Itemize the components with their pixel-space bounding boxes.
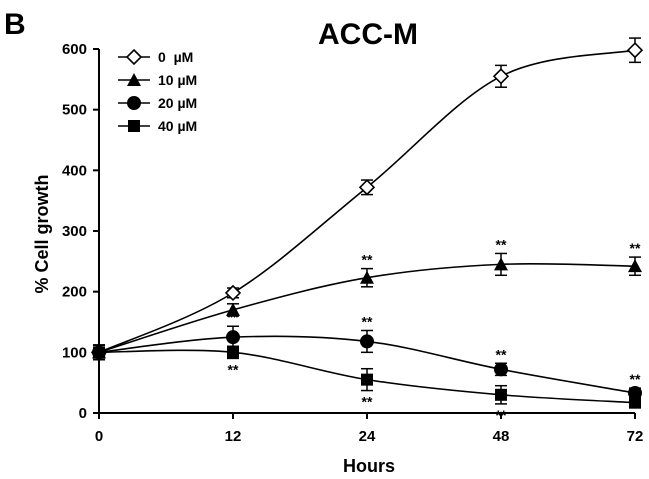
series-3-significance-label: ** <box>630 371 641 387</box>
legend-item-4: 40 µM <box>118 118 197 134</box>
series-4-point <box>361 373 373 386</box>
series-2-significance-label: ** <box>630 240 641 256</box>
legend-marker <box>128 120 140 132</box>
chart-title: ACC-M <box>318 18 418 51</box>
series-1-point <box>626 42 644 59</box>
series-4: ** ** ** <box>93 344 641 423</box>
series-1-point <box>358 179 376 196</box>
x-tick-label: 48 <box>493 428 510 445</box>
series-4-point <box>93 346 105 359</box>
x-tick-label: 0 <box>95 428 103 445</box>
series-3-significance-label: ** <box>362 313 373 329</box>
series-4-point <box>629 396 641 409</box>
x-tick-label: 24 <box>359 428 376 445</box>
series-4-significance-label: ** <box>228 361 239 377</box>
series-1-point <box>492 68 510 85</box>
legend-label: 20 µM <box>158 95 197 111</box>
x-axis-label: Hours <box>343 456 395 476</box>
series-3-point <box>226 330 240 345</box>
legend-marker <box>127 73 141 86</box>
series-2-point <box>360 270 374 284</box>
legend-marker <box>127 96 141 110</box>
series-1-point <box>224 284 242 302</box>
y-tick-label: 600 <box>62 41 87 58</box>
x-tick-label: 72 <box>627 428 644 445</box>
series-2-point <box>494 257 508 271</box>
y-tick-label: 200 <box>62 284 87 301</box>
legend-item-1: 0 µM <box>118 48 193 66</box>
y-tick-label: 400 <box>62 162 87 179</box>
legend: 0 µM 10 µM 20 µM 40 µM <box>118 48 197 134</box>
legend-label: 10 µM <box>158 72 197 88</box>
y-tick-label: 0 <box>79 405 87 422</box>
series-3-point <box>628 385 642 400</box>
panel-label: B <box>4 8 26 41</box>
series-2-point <box>226 302 240 316</box>
series-3-point <box>360 334 374 349</box>
series-4-significance-label: ** <box>362 394 373 410</box>
series-2-point <box>628 259 642 273</box>
y-tick-label: 500 <box>62 102 87 119</box>
series-4-point <box>495 388 507 401</box>
y-tick-label: 300 <box>62 223 87 240</box>
legend-item-2: 10 µM <box>118 72 197 88</box>
series-2-significance-label: ** <box>362 252 373 268</box>
legend-label: 40 µM <box>158 118 197 134</box>
y-axis-label: % Cell growth <box>32 174 52 293</box>
series-4-point <box>227 346 239 359</box>
series-3-significance-label: ** <box>496 346 507 362</box>
series-3-significance-label: ** <box>228 309 239 325</box>
legend-marker <box>125 48 143 66</box>
y-tick-label: 100 <box>62 344 87 361</box>
series-3-point <box>494 362 508 377</box>
x-tick-label: 12 <box>225 428 242 445</box>
series-3: ** ** ** ** <box>92 309 642 400</box>
series-2-significance-label: ** <box>496 236 507 252</box>
legend-item-3: 20 µM <box>118 95 197 111</box>
legend-label: 0 µM <box>158 49 193 65</box>
series-4-significance-label: ** <box>496 407 507 423</box>
